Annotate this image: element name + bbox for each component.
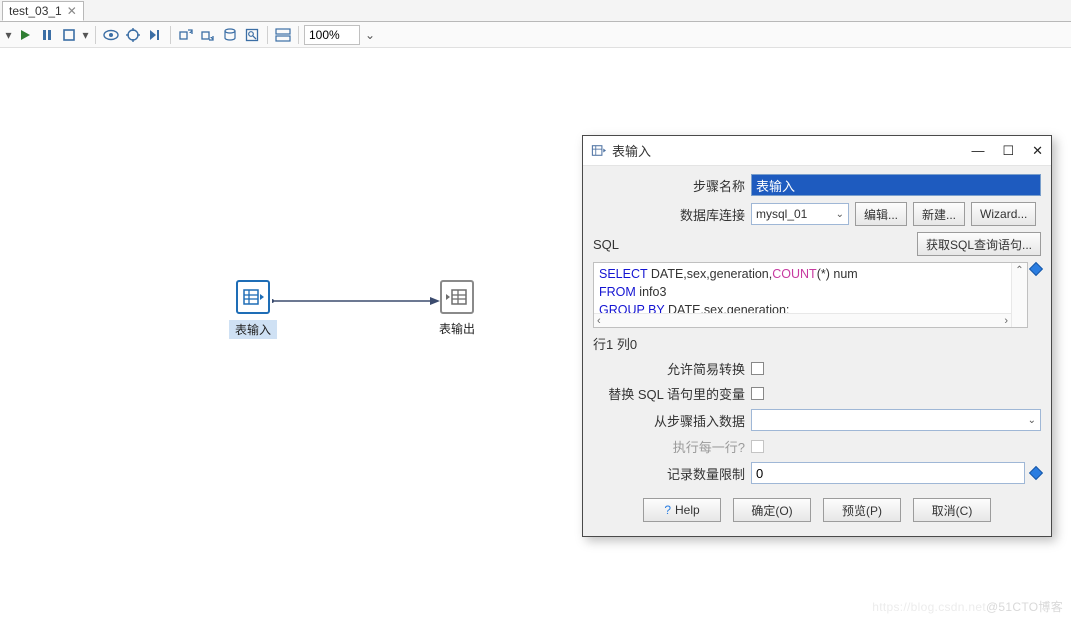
preview-icon[interactable] <box>101 25 121 45</box>
minimize-icon[interactable]: — <box>971 143 984 159</box>
explore-icon[interactable] <box>242 25 262 45</box>
separator <box>298 26 299 44</box>
from-step-combo[interactable]: ⌄ <box>751 409 1041 431</box>
step-label: 表输出 <box>439 320 475 337</box>
replace-vars-checkbox[interactable] <box>751 387 764 400</box>
hop-arrow[interactable] <box>272 296 442 306</box>
cancel-button[interactable]: 取消(C) <box>913 498 991 522</box>
debug-icon[interactable] <box>123 25 143 45</box>
table-input-dialog: 表输入 — ☐ ✕ 步骤名称 数据库连接 mysql_01 ⌄ 编辑... 新建… <box>582 135 1052 537</box>
wizard-button[interactable]: Wizard... <box>971 202 1036 226</box>
preview-button[interactable]: 预览(P) <box>823 498 901 522</box>
step-name-label: 步骤名称 <box>593 176 745 195</box>
show-results-icon[interactable] <box>273 25 293 45</box>
tab-title: test_03_1 <box>9 4 62 18</box>
sql-editor[interactable]: SELECT DATE,sex,generation,COUNT(*) num … <box>593 262 1028 328</box>
db-conn-label: 数据库连接 <box>593 205 745 224</box>
run-icon[interactable] <box>15 25 35 45</box>
lazy-conversion-label: 允许简易转换 <box>593 359 745 378</box>
limit-label: 记录数量限制 <box>593 464 745 483</box>
pause-icon[interactable] <box>37 25 57 45</box>
maximize-icon[interactable]: ☐ <box>1002 143 1014 159</box>
sql-label: SQL <box>593 237 619 252</box>
impact-icon[interactable] <box>198 25 218 45</box>
dialog-title: 表输入 <box>612 141 651 160</box>
verify-icon[interactable] <box>176 25 196 45</box>
zoom-dropdown-icon[interactable]: ⌄ <box>362 25 378 45</box>
separator <box>170 26 171 44</box>
sql-icon[interactable] <box>220 25 240 45</box>
dialog-titlebar[interactable]: 表输入 — ☐ ✕ <box>583 136 1051 166</box>
replay-icon[interactable] <box>145 25 165 45</box>
stop-dropdown-icon[interactable]: ▾ <box>81 25 90 45</box>
step-label: 表输入 <box>229 320 277 339</box>
editor-tab[interactable]: test_03_1 ✕ <box>2 1 84 21</box>
from-step-label: 从步骤插入数据 <box>593 411 745 430</box>
table-output-icon <box>440 280 474 314</box>
toolbar-dropdown-icon[interactable]: ▾ <box>4 25 13 45</box>
help-button[interactable]: ?Help <box>643 498 721 522</box>
step-table-output[interactable]: 表输出 <box>422 280 492 337</box>
step-name-input[interactable] <box>751 174 1041 196</box>
watermark: https://blog.csdn.net@51CTO博客 <box>872 598 1063 615</box>
stop-icon[interactable] <box>59 25 79 45</box>
limit-input[interactable] <box>751 462 1025 484</box>
separator <box>267 26 268 44</box>
edit-connection-button[interactable]: 编辑... <box>855 202 907 226</box>
step-table-input[interactable]: 表输入 <box>218 280 288 339</box>
table-input-icon <box>236 280 270 314</box>
db-conn-combo[interactable]: mysql_01 ⌄ <box>751 203 849 225</box>
ok-button[interactable]: 确定(O) <box>733 498 811 522</box>
toolbar: ▾ ▾ ⌄ <box>0 22 1071 48</box>
help-icon: ? <box>664 503 671 517</box>
chevron-down-icon: ⌄ <box>1028 415 1036 426</box>
get-sql-button[interactable]: 获取SQL查询语句... <box>917 232 1041 256</box>
canvas[interactable]: 表输入 表输出 表输入 — ☐ ✕ 步骤名称 数据库连接 <box>0 48 1071 619</box>
close-icon[interactable]: ✕ <box>1032 143 1043 159</box>
lazy-conversion-checkbox[interactable] <box>751 362 764 375</box>
chevron-down-icon: ⌄ <box>836 209 844 220</box>
vertical-scrollbar[interactable]: ⌃ <box>1011 263 1027 327</box>
new-connection-button[interactable]: 新建... <box>913 202 965 226</box>
variable-indicator-icon <box>1029 466 1043 480</box>
db-conn-value: mysql_01 <box>756 207 807 221</box>
tab-strip: test_03_1 ✕ <box>0 0 1071 22</box>
separator <box>95 26 96 44</box>
dialog-body: 步骤名称 数据库连接 mysql_01 ⌄ 编辑... 新建... Wizard… <box>583 166 1051 536</box>
close-icon[interactable]: ✕ <box>67 5 77 17</box>
each-row-checkbox <box>751 440 764 453</box>
cursor-position-label: 行1 列0 <box>593 334 1041 353</box>
zoom-input[interactable] <box>304 25 360 45</box>
variable-indicator-icon <box>1029 262 1043 276</box>
horizontal-scrollbar[interactable]: ‹› <box>594 313 1011 327</box>
dialog-icon <box>591 143 606 158</box>
each-row-label: 执行每一行? <box>593 437 745 456</box>
dialog-footer: ?Help 确定(O) 预览(P) 取消(C) <box>593 490 1041 526</box>
replace-vars-label: 替换 SQL 语句里的变量 <box>593 384 745 403</box>
